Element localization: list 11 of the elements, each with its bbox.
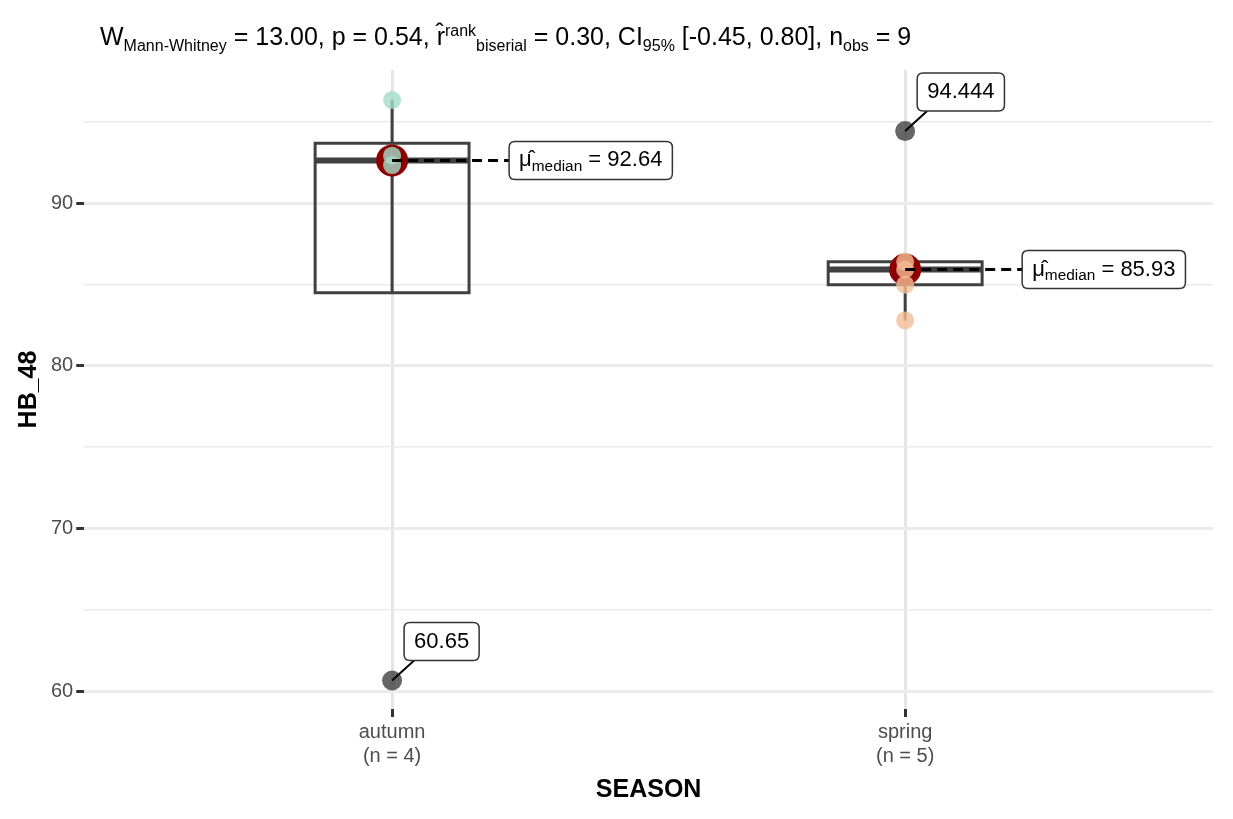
- annotation: 60.65: [414, 627, 470, 653]
- chart-title: W$_{Mann-Whitney}$ = 13.00, p = 0.54, r̂$^{rank}$$_{biserial}$ = 0.30, CI$_{95%}$ [-0.45, 0.80], n$_{obs}$ = 9: [100, 22, 912, 55]
- x-axis-title: SEASON: [595, 773, 702, 802]
- y-tick-label: 80: [51, 353, 74, 376]
- y-tick-label: 60: [51, 678, 74, 701]
- y-tick-label: 90: [51, 190, 74, 213]
- y-tick-label: 70: [51, 516, 74, 539]
- x-tick-label: spring (n = 5): [875, 719, 935, 766]
- x-tick-label: autumn (n = 4): [358, 719, 426, 766]
- y-axis-title: HB_48: [12, 350, 41, 429]
- annotation: 94.444: [927, 78, 995, 104]
